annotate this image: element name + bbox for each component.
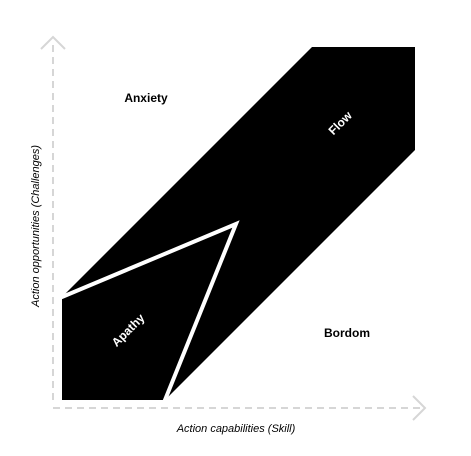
x-axis-arrowhead xyxy=(412,395,427,421)
y-axis-label: Action opportunities (Challenges) xyxy=(30,145,42,308)
boredom-label: Bordom xyxy=(324,326,370,340)
anxiety-label: Anxiety xyxy=(124,91,168,105)
flow-channel xyxy=(62,47,415,400)
y-axis-arrowhead xyxy=(40,35,66,50)
x-axis-label: Action capabilities (Skill) xyxy=(176,423,296,435)
apathy-outline xyxy=(59,220,240,403)
